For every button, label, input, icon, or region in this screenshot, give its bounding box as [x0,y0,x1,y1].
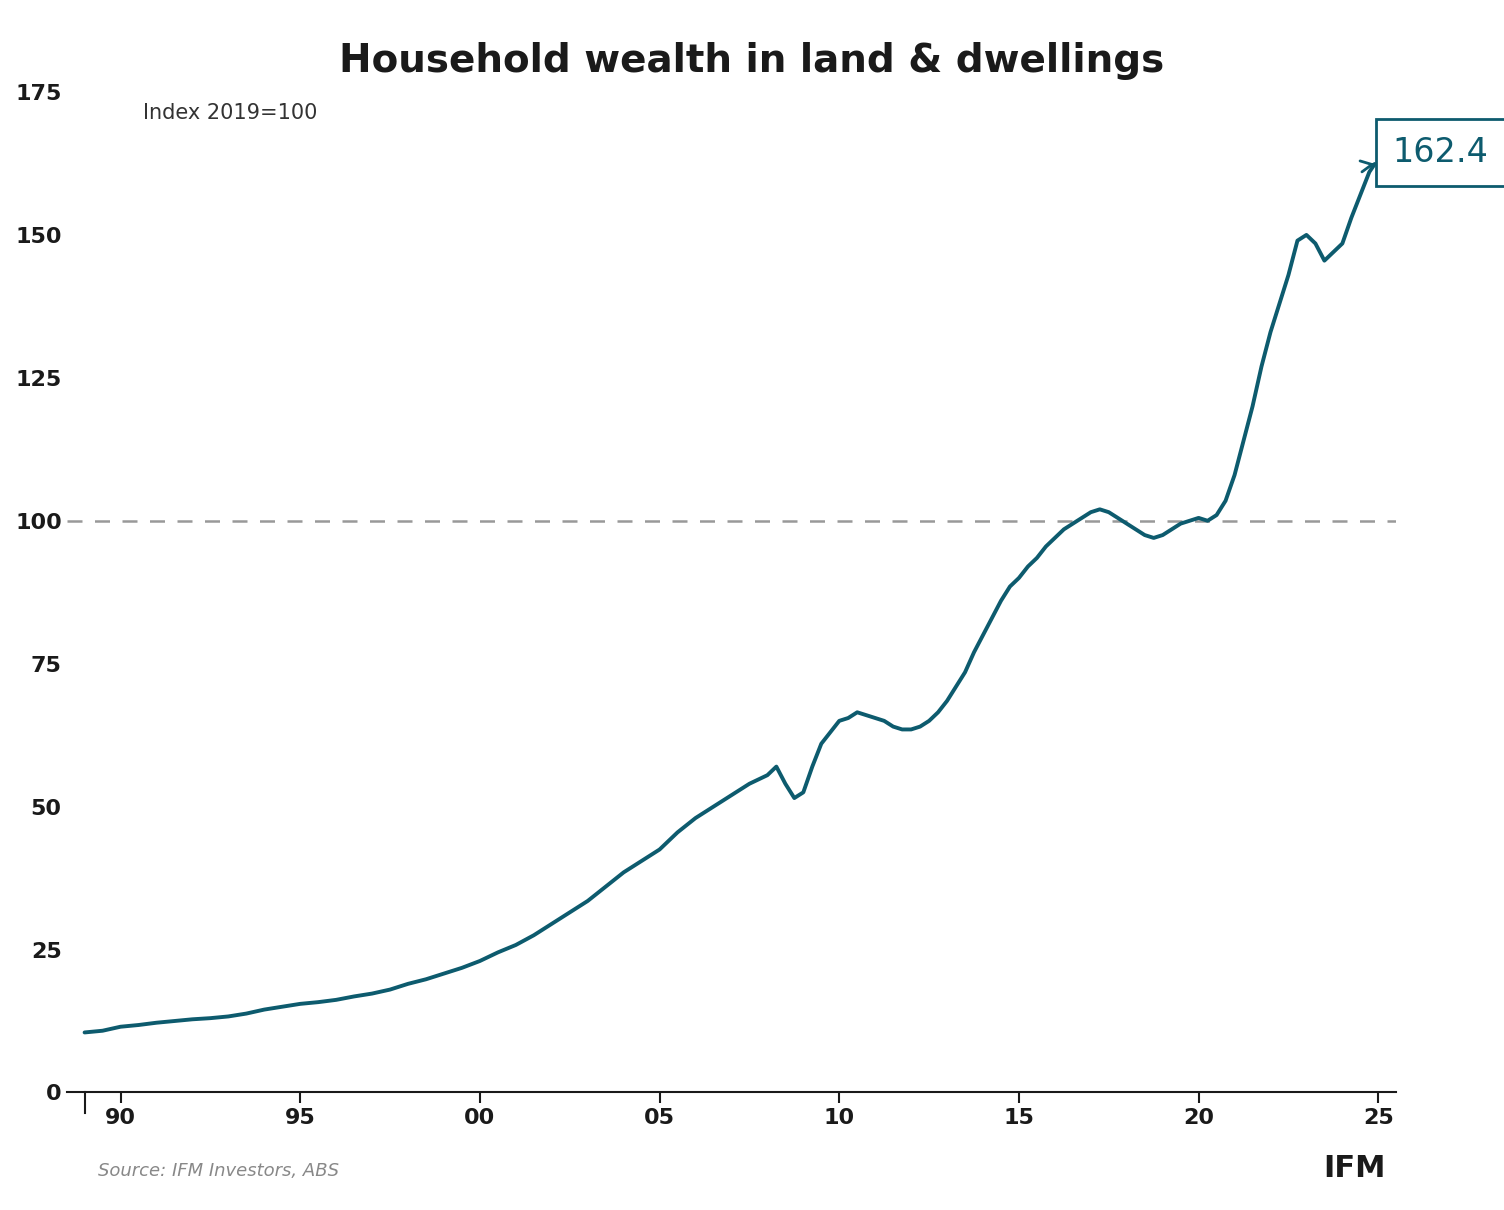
Polygon shape [1376,1162,1459,1195]
Text: Index 2019=100: Index 2019=100 [143,103,317,123]
Polygon shape [1376,1129,1459,1162]
Text: 162.4: 162.4 [1360,136,1489,172]
Text: IFM: IFM [1324,1154,1387,1183]
Text: Source: IFM Investors, ABS: Source: IFM Investors, ABS [98,1162,338,1180]
Text: Household wealth in land & dwellings: Household wealth in land & dwellings [340,42,1164,80]
